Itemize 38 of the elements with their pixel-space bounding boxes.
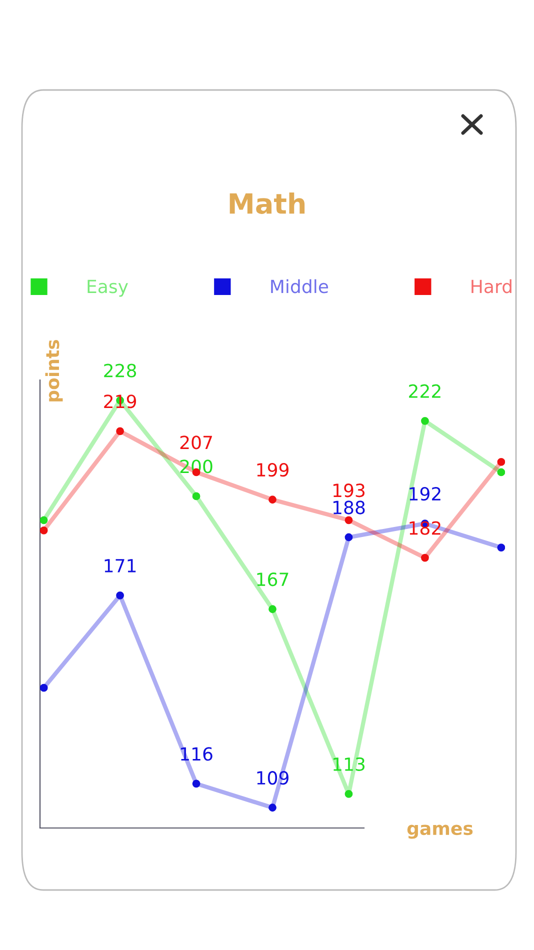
point bbox=[421, 554, 429, 562]
point bbox=[192, 492, 200, 500]
point bbox=[421, 416, 429, 425]
data-label: 188 bbox=[333, 500, 365, 514]
data-label: 193 bbox=[333, 484, 365, 498]
point bbox=[497, 544, 505, 552]
point bbox=[268, 804, 276, 812]
point bbox=[344, 533, 353, 542]
data-label: 228 bbox=[104, 364, 136, 378]
point bbox=[192, 780, 200, 788]
point bbox=[40, 684, 48, 692]
point bbox=[268, 605, 276, 614]
chart-title: Math bbox=[230, 192, 305, 214]
point bbox=[268, 496, 276, 504]
data-label: 199 bbox=[257, 463, 288, 477]
data-label: 182 bbox=[410, 521, 440, 535]
data-label: 109 bbox=[257, 771, 288, 785]
point bbox=[344, 790, 353, 798]
point bbox=[497, 458, 505, 466]
x-axis-title: games bbox=[407, 824, 473, 839]
data-label: 192 bbox=[410, 486, 440, 501]
data-label: 113 bbox=[333, 757, 365, 772]
data-label: 222 bbox=[409, 384, 440, 398]
data-label: 171 bbox=[104, 559, 136, 572]
data-label: 116 bbox=[181, 747, 212, 761]
legend-label: Easy bbox=[88, 280, 128, 297]
point bbox=[344, 516, 353, 524]
point bbox=[40, 526, 48, 534]
y-axis-title: points bbox=[45, 340, 63, 402]
point bbox=[116, 591, 124, 600]
legend-label: Hard bbox=[472, 279, 512, 294]
data-label: 207 bbox=[180, 436, 212, 450]
point bbox=[116, 427, 124, 436]
data-label: 219 bbox=[104, 394, 136, 408]
data-label: 167 bbox=[257, 572, 288, 586]
legend-label: Middle bbox=[271, 279, 328, 294]
point bbox=[40, 516, 48, 524]
point bbox=[497, 468, 505, 476]
